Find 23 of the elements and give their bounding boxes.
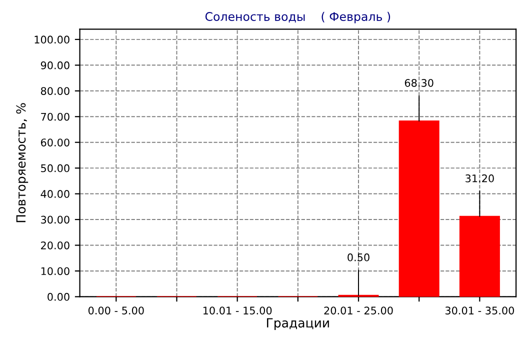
x-tick-label: 10.01 - 15.00 [203, 306, 272, 314]
y-tick-label: 90.00 [40, 61, 70, 70]
y-tick-label: 0.00 [48, 292, 70, 301]
y-tick-label: 30.00 [41, 216, 70, 224]
y-tick-label: 60.00 [40, 138, 70, 146]
x-tick-label: 20.01 - 25.00 [324, 306, 393, 314]
x-tick-label: 30.01 - 35.00 [445, 306, 514, 314]
y-tick-label: 10.00 [41, 267, 70, 276]
x-tick-label: 0.00 - 5.00 [88, 306, 144, 314]
data-label: 31.20 [466, 174, 494, 182]
y-tick-label: 100.00 [34, 36, 70, 44]
y-tick-label: 40.00 [40, 190, 70, 198]
y-axis-title: Повторяемость, % [16, 103, 28, 222]
data-label: 0.50 [348, 253, 370, 262]
bar [459, 216, 500, 297]
y-tick-label: 20.00 [41, 241, 70, 250]
chart-title: Соленость воды ( Февраль ) [205, 12, 390, 24]
x-axis-title: Градации [267, 318, 329, 330]
data-label: 68.30 [404, 78, 434, 87]
y-tick-label: 80.00 [40, 87, 70, 95]
y-tick-label: 50.00 [41, 164, 70, 172]
bar [398, 120, 440, 297]
y-tick-label: 70.00 [41, 112, 70, 121]
